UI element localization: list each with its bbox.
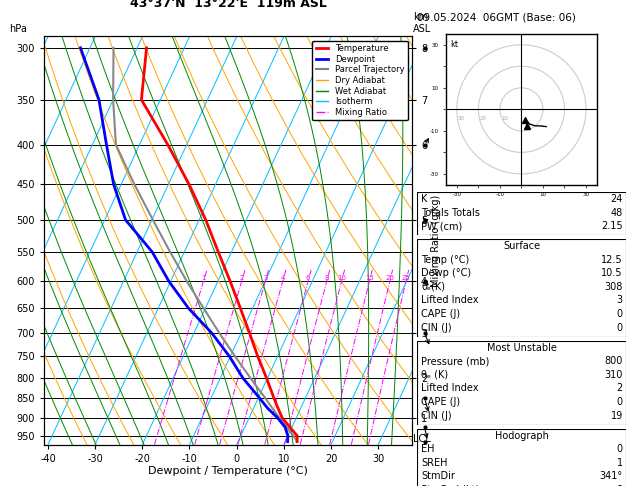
Text: 3: 3	[263, 275, 267, 281]
Text: 48: 48	[611, 208, 623, 218]
Text: 2: 2	[240, 275, 244, 281]
Text: 0: 0	[616, 309, 623, 319]
Text: SREH: SREH	[421, 458, 448, 468]
X-axis label: Dewpoint / Temperature (°C): Dewpoint / Temperature (°C)	[148, 467, 308, 476]
Text: Hodograph: Hodograph	[494, 431, 548, 441]
Text: 8: 8	[616, 485, 623, 486]
Text: Surface: Surface	[503, 241, 540, 251]
Text: 1: 1	[201, 275, 206, 281]
Text: θₑ(K): θₑ(K)	[421, 282, 445, 292]
Text: 0: 0	[616, 444, 623, 454]
Text: 30: 30	[458, 116, 465, 121]
Text: 1: 1	[616, 458, 623, 468]
Text: CAPE (J): CAPE (J)	[421, 309, 460, 319]
Text: 10: 10	[337, 275, 346, 281]
Text: 8: 8	[325, 275, 329, 281]
Text: 2.15: 2.15	[601, 221, 623, 231]
Text: 24: 24	[610, 194, 623, 204]
Text: Totals Totals: Totals Totals	[421, 208, 481, 218]
Legend: Temperature, Dewpoint, Parcel Trajectory, Dry Adiabat, Wet Adiabat, Isotherm, Mi: Temperature, Dewpoint, Parcel Trajectory…	[313, 41, 408, 120]
Text: 308: 308	[604, 282, 623, 292]
Text: 0: 0	[616, 323, 623, 333]
Text: CIN (J): CIN (J)	[421, 323, 452, 333]
Text: CIN (J): CIN (J)	[421, 411, 452, 421]
Text: 6: 6	[306, 275, 310, 281]
Text: 12.5: 12.5	[601, 255, 623, 265]
Text: 20: 20	[386, 275, 394, 281]
Text: 310: 310	[604, 370, 623, 380]
Text: EH: EH	[421, 444, 435, 454]
Text: 800: 800	[604, 356, 623, 366]
Text: StmSpd (kt): StmSpd (kt)	[421, 485, 480, 486]
Text: kt: kt	[450, 40, 459, 50]
Text: Temp (°C): Temp (°C)	[421, 255, 470, 265]
Text: PW (cm): PW (cm)	[421, 221, 463, 231]
Text: 10: 10	[501, 116, 508, 121]
Text: 3: 3	[616, 295, 623, 306]
Text: LCL: LCL	[413, 434, 431, 445]
Text: Dewp (°C): Dewp (°C)	[421, 268, 472, 278]
Text: 341°: 341°	[599, 471, 623, 482]
Text: CAPE (J): CAPE (J)	[421, 397, 460, 407]
Text: Pressure (mb): Pressure (mb)	[421, 356, 490, 366]
Text: 2: 2	[616, 383, 623, 394]
Text: Lifted Index: Lifted Index	[421, 383, 479, 394]
Text: StmDir: StmDir	[421, 471, 455, 482]
Text: 25: 25	[402, 275, 410, 281]
Text: 0: 0	[616, 397, 623, 407]
Text: Lifted Index: Lifted Index	[421, 295, 479, 306]
Text: K: K	[421, 194, 428, 204]
Text: km
ASL: km ASL	[413, 13, 431, 34]
Text: 19: 19	[611, 411, 623, 421]
Y-axis label: Mixing Ratio (g/kg): Mixing Ratio (g/kg)	[431, 194, 442, 287]
Text: Most Unstable: Most Unstable	[486, 343, 557, 353]
Text: 43°37'N  13°22'E  119m ASL: 43°37'N 13°22'E 119m ASL	[130, 0, 326, 10]
Text: 20: 20	[479, 116, 486, 121]
Text: 4: 4	[281, 275, 285, 281]
Text: 10.5: 10.5	[601, 268, 623, 278]
Text: 15: 15	[365, 275, 374, 281]
Text: θₑ (K): θₑ (K)	[421, 370, 448, 380]
Text: 09.05.2024  06GMT (Base: 06): 09.05.2024 06GMT (Base: 06)	[417, 12, 576, 22]
Text: hPa: hPa	[9, 24, 27, 34]
